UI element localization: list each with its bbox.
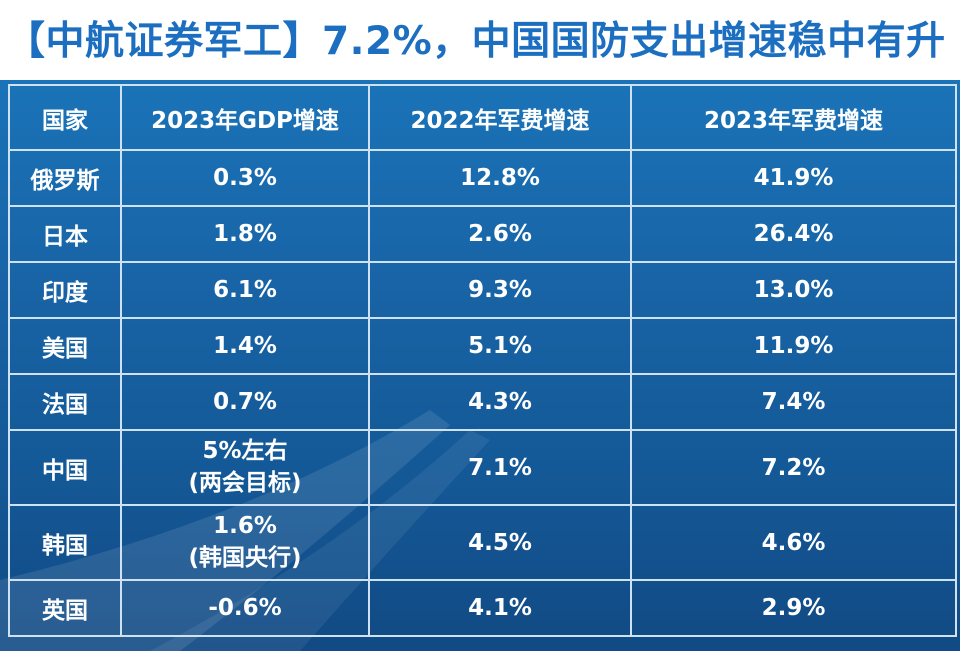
country-cell: 中国 <box>8 429 122 506</box>
military-2022-cell: 7.1% <box>368 429 632 506</box>
military-spending-table: 国家 2023年GDP增速 2022年军费增速 2023年军费增速 俄罗斯 0.… <box>8 84 957 637</box>
country-cell: 美国 <box>8 317 122 375</box>
gdp-2023-cell: -0.6% <box>120 579 370 637</box>
country-cell: 英国 <box>8 579 122 637</box>
gdp-value: 5%左右 <box>202 438 288 465</box>
military-2022-cell: 4.5% <box>368 504 632 581</box>
gdp-2023-cell: 6.1% <box>120 261 370 319</box>
military-2023-cell: 26.4% <box>630 205 957 263</box>
gdp-note: (韩国央行) <box>188 544 302 571</box>
title-bar: 【中航证券军工】7.2%，中国国防支出增速稳中有升 <box>0 0 960 80</box>
table-row-highlighted: 中国 5%左右 (两会目标) 7.1% 7.2% <box>8 429 957 506</box>
gdp-2023-cell: 0.7% <box>120 373 370 431</box>
header-country: 国家 <box>8 84 122 151</box>
military-2023-cell: 7.4% <box>630 373 957 431</box>
header-military-2022: 2022年军费增速 <box>368 84 632 151</box>
gdp-note: (两会目标) <box>188 469 302 496</box>
country-cell: 韩国 <box>8 504 122 581</box>
table-row: 法国 0.7% 4.3% 7.4% <box>8 373 957 431</box>
gdp-2023-cell: 0.3% <box>120 149 370 207</box>
table-row: 俄罗斯 0.3% 12.8% 41.9% <box>8 149 957 207</box>
table-row: 印度 6.1% 9.3% 13.0% <box>8 261 957 319</box>
military-2023-cell: 11.9% <box>630 317 957 375</box>
table-row: 美国 1.4% 5.1% 11.9% <box>8 317 957 375</box>
header-gdp-2023: 2023年GDP增速 <box>120 84 370 151</box>
military-2023-cell: 7.2% <box>630 429 957 506</box>
table-header-row: 国家 2023年GDP增速 2022年军费增速 2023年军费增速 <box>8 84 957 151</box>
military-2023-cell: 13.0% <box>630 261 957 319</box>
military-2022-cell: 9.3% <box>368 261 632 319</box>
gdp-2023-cell: 1.8% <box>120 205 370 263</box>
gdp-2023-cell: 1.4% <box>120 317 370 375</box>
military-2023-cell: 4.6% <box>630 504 957 581</box>
country-cell: 俄罗斯 <box>8 149 122 207</box>
gdp-2023-cell: 1.6% (韩国央行) <box>120 504 370 581</box>
military-2022-cell: 4.1% <box>368 579 632 637</box>
table-row: 日本 1.8% 2.6% 26.4% <box>8 205 957 263</box>
header-military-2023: 2023年军费增速 <box>630 84 957 151</box>
table-panel: 国家 2023年GDP增速 2022年军费增速 2023年军费增速 俄罗斯 0.… <box>0 80 960 651</box>
country-cell: 法国 <box>8 373 122 431</box>
military-2022-cell: 12.8% <box>368 149 632 207</box>
military-2023-cell: 41.9% <box>630 149 957 207</box>
table-row: 英国 -0.6% 4.1% 2.9% <box>8 579 957 637</box>
country-cell: 日本 <box>8 205 122 263</box>
table-row: 韩国 1.6% (韩国央行) 4.5% 4.6% <box>8 504 957 581</box>
gdp-2023-cell: 5%左右 (两会目标) <box>120 429 370 506</box>
military-2022-cell: 2.6% <box>368 205 632 263</box>
gdp-value: 1.6% <box>213 513 277 540</box>
military-2022-cell: 4.3% <box>368 373 632 431</box>
country-cell: 印度 <box>8 261 122 319</box>
military-2022-cell: 5.1% <box>368 317 632 375</box>
military-2023-cell: 2.9% <box>630 579 957 637</box>
page-title: 【中航证券军工】7.2%，中国国防支出增速稳中有升 <box>6 19 946 64</box>
